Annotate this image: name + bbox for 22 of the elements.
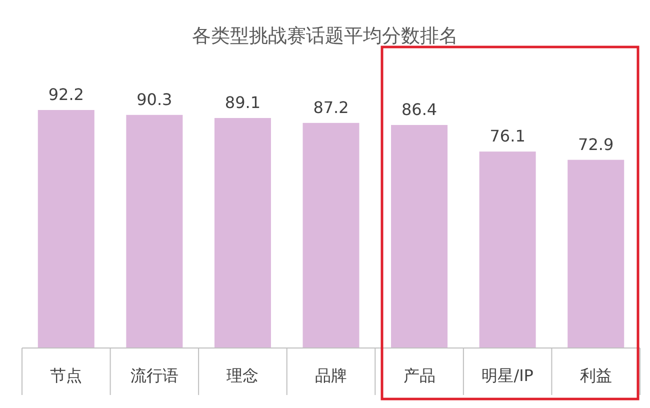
bar bbox=[302, 122, 360, 348]
chart-title: 各类型挑战赛话题平均分数排名 bbox=[192, 25, 458, 47]
data-label: 72.9 bbox=[578, 134, 614, 154]
data-label: 87.2 bbox=[313, 98, 349, 117]
bar bbox=[391, 124, 448, 348]
data-label: 92.2 bbox=[48, 85, 84, 104]
data-label: 76.1 bbox=[490, 126, 526, 146]
bar bbox=[568, 160, 624, 348]
data-label: 89.1 bbox=[224, 93, 261, 112]
bar bbox=[38, 110, 94, 348]
x-tick-label: 理念 bbox=[226, 366, 259, 385]
data-label: 90.3 bbox=[136, 90, 172, 109]
x-tick-label: 利益 bbox=[580, 366, 612, 385]
x-tick-label: 节点 bbox=[50, 366, 82, 385]
x-tick-label: 产品 bbox=[403, 366, 436, 385]
x-tick-label: 明星/IP bbox=[482, 366, 534, 385]
x-tick-label: 品牌 bbox=[315, 366, 347, 385]
x-tick-label: 流行语 bbox=[130, 366, 178, 385]
bar bbox=[214, 118, 271, 348]
bar bbox=[126, 114, 183, 348]
bar bbox=[479, 152, 536, 348]
data-label: 86.4 bbox=[401, 100, 438, 119]
